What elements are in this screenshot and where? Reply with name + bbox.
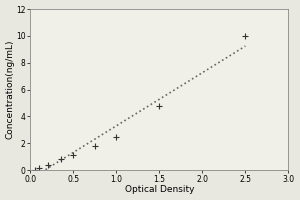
Y-axis label: Concentration(ng/mL): Concentration(ng/mL)	[6, 40, 15, 139]
X-axis label: Optical Density: Optical Density	[125, 185, 194, 194]
